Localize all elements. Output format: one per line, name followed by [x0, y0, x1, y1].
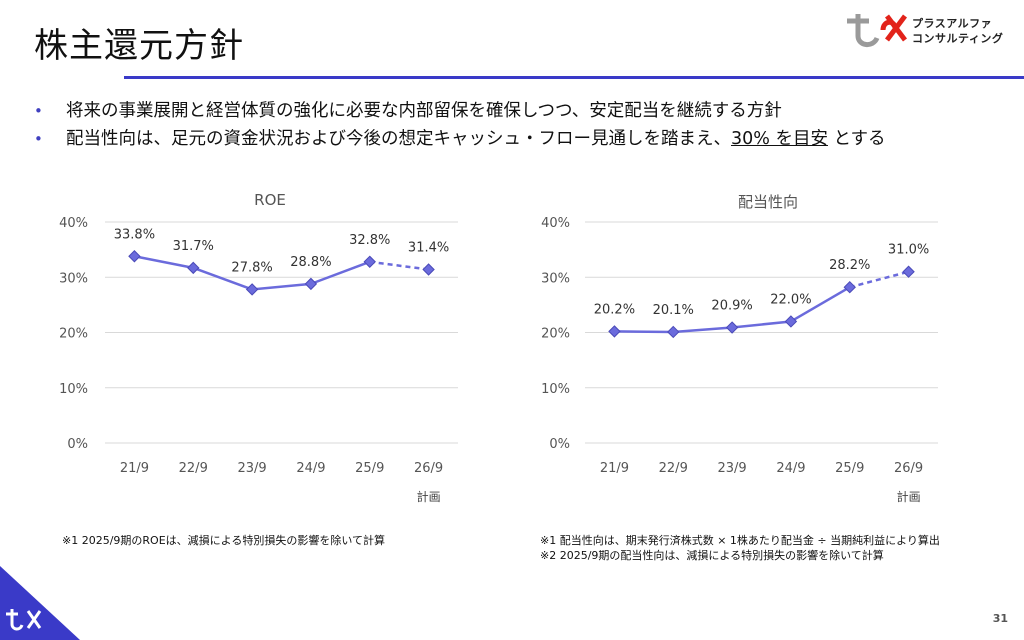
- payout-data-point: [608, 325, 621, 338]
- payout-data-label: 22.0%: [770, 292, 811, 307]
- roe-y-tick-label: 40%: [59, 216, 88, 231]
- payout-y-tick-label: 40%: [541, 216, 570, 231]
- roe-data-point: [304, 277, 318, 291]
- payout-y-tick-label: 10%: [541, 382, 570, 397]
- bullet-text: 配当性向は、足元の資金状況および今後の想定キャッシュ・フロー見通しを踏まえ、: [66, 129, 731, 149]
- payout-y-tick-label: 0%: [549, 437, 570, 452]
- payout-x-tick-label: 21/9: [600, 461, 629, 476]
- roe-x-tick-label: 21/9: [120, 461, 149, 476]
- roe-data-point: [128, 250, 141, 263]
- payout-line-segment: [790, 286, 851, 323]
- payout-data-label: 28.2%: [829, 258, 870, 273]
- roe-y-tick-label: 0%: [67, 437, 88, 452]
- payout-note-2: ※2 2025/9期の配当性向は、減損による特別損失の影響を除いて計算: [540, 549, 884, 562]
- corner-logo: [0, 566, 80, 640]
- roe-data-label: 32.8%: [349, 233, 390, 248]
- payout-data-point: [843, 280, 856, 294]
- payout-data-label: 20.1%: [653, 303, 694, 318]
- payout-y-tick-label: 30%: [541, 271, 570, 286]
- payout-x-tick-label: 25/9: [835, 461, 864, 476]
- roe-x-tick-sublabel: 計画: [417, 489, 441, 504]
- payout-line-segment: [849, 270, 909, 289]
- payout-target: 30% を目安: [731, 129, 828, 149]
- roe-data-point: [422, 263, 435, 276]
- roe-x-tick-label: 26/9: [414, 461, 443, 476]
- roe-data-label: 33.8%: [114, 227, 155, 242]
- roe-data-point: [363, 255, 376, 268]
- roe-x-tick-label: 23/9: [237, 461, 266, 476]
- roe-line-segment: [310, 260, 371, 286]
- company-logo: [847, 14, 907, 47]
- logo-name-line2: コンサルティング: [912, 32, 1004, 45]
- roe-data-point: [245, 283, 259, 296]
- payout-data-label: 20.9%: [711, 299, 752, 314]
- roe-y-tick-label: 30%: [59, 271, 88, 286]
- roe-data-label: 28.8%: [290, 255, 331, 270]
- title-underline: [124, 76, 1024, 79]
- payout-line-segment: [614, 330, 674, 334]
- page-number: 31: [992, 612, 1008, 625]
- roe-data-label: 31.7%: [173, 239, 214, 254]
- payout-data-point: [725, 321, 739, 334]
- payout-x-tick-label: 23/9: [717, 461, 746, 476]
- roe-line-segment: [251, 282, 312, 291]
- payout-line-segment: [673, 326, 733, 334]
- payout-line-segment: [731, 320, 792, 329]
- bullet-dot: •: [34, 130, 43, 148]
- bullet-item: • 将来の事業展開と経営体質の強化に必要な内部留保を確保しつつ、安定配当を継続す…: [34, 97, 1014, 125]
- roe-data-point: [187, 261, 200, 275]
- roe-data-label: 27.8%: [231, 260, 272, 275]
- payout-data-point: [667, 325, 680, 339]
- roe-line-segment: [134, 255, 194, 270]
- roe-x-tick-label: 25/9: [355, 461, 384, 476]
- payout-x-tick-label: 24/9: [776, 461, 805, 476]
- roe-chart-title: ROE: [254, 191, 286, 209]
- payout-data-point: [902, 265, 915, 278]
- roe-line-segment: [369, 260, 429, 271]
- bullet-text-end: とする: [827, 129, 886, 149]
- payout-data-label: 31.0%: [888, 243, 929, 258]
- payout-y-tick-label: 20%: [541, 327, 570, 342]
- bullet-text: 将来の事業展開と経営体質の強化に必要な内部留保を確保しつつ、安定配当を継続する方…: [66, 101, 782, 121]
- roe-data-label: 31.4%: [408, 241, 449, 256]
- roe-note: ※1 2025/9期のROEは、減損による特別損失の影響を除いて計算: [62, 534, 386, 547]
- bullet-dot: •: [34, 102, 43, 120]
- payout-chart-title: 配当性向: [737, 193, 798, 211]
- payout-x-tick-label: 26/9: [894, 461, 923, 476]
- policy-bullets: • 将来の事業展開と経営体質の強化に必要な内部留保を確保しつつ、安定配当を継続す…: [34, 97, 1014, 153]
- payout-data-point: [784, 315, 798, 328]
- payout-x-tick-label: 22/9: [659, 461, 688, 476]
- logo-name-line1: プラスアルファ: [912, 17, 993, 30]
- roe-y-tick-label: 10%: [59, 382, 88, 397]
- roe-y-tick-label: 20%: [59, 327, 88, 342]
- bullet-item: • 配当性向は、足元の資金状況および今後の想定キャッシュ・フロー見通しを踏まえ、…: [34, 125, 1014, 153]
- page-title: 株主還元方針: [34, 26, 244, 66]
- roe-x-tick-label: 22/9: [179, 461, 208, 476]
- payout-x-tick-sublabel: 計画: [897, 489, 921, 504]
- payout-data-label: 20.2%: [594, 302, 635, 317]
- roe-x-tick-label: 24/9: [296, 461, 325, 476]
- roe-line-segment: [192, 266, 253, 291]
- payout-note-1: ※1 配当性向は、期末発行済株式数 × 1株あたり配当金 ÷ 当期純利益により算…: [540, 534, 940, 547]
